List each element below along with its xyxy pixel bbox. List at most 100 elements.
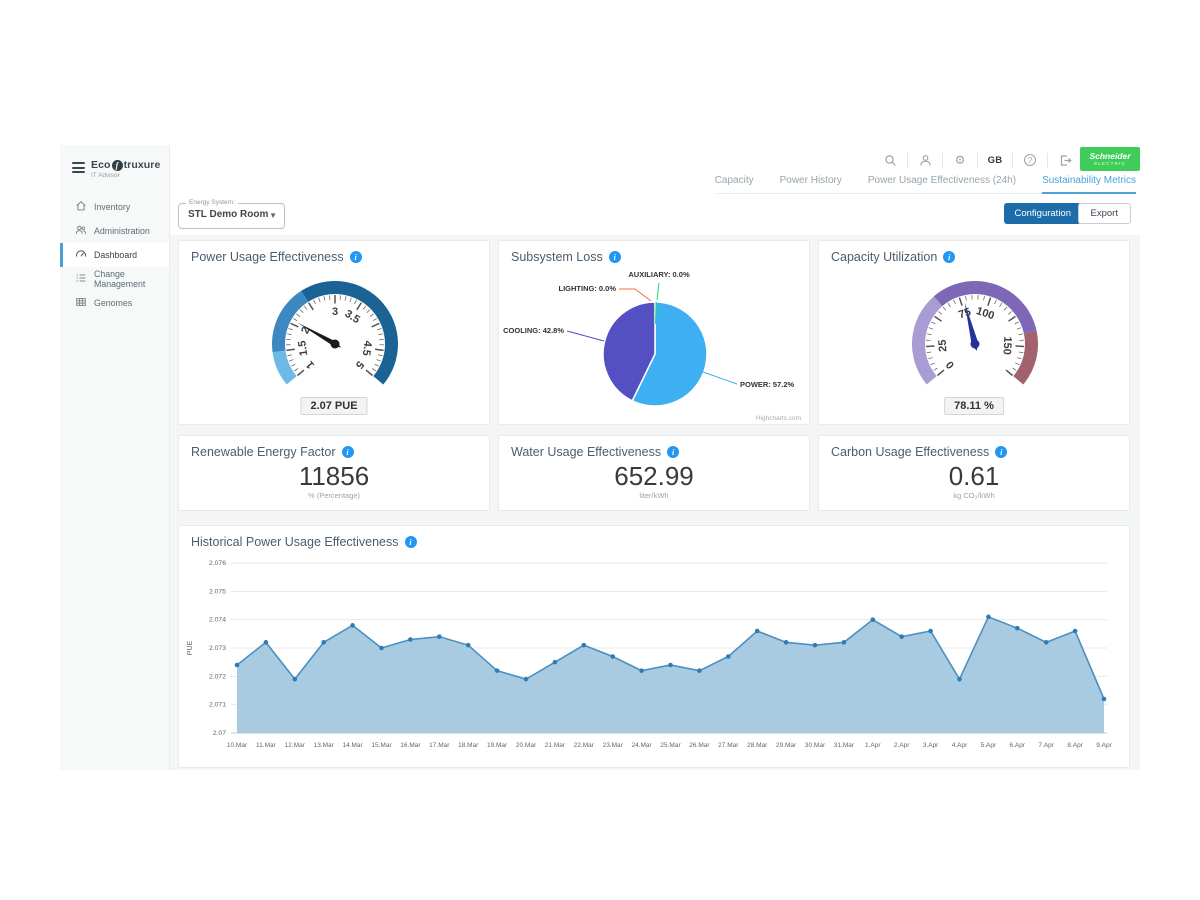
help-icon[interactable]: ? [1019, 151, 1041, 169]
tab-power-history[interactable]: Power History [779, 175, 842, 186]
logout-icon[interactable] [1054, 151, 1076, 169]
svg-text:3.5: 3.5 [343, 308, 362, 326]
configuration-button[interactable]: Configuration [1004, 203, 1081, 224]
carbon-usage-effectiveness-card: Carbon Usage Effectiveness i 0.61 kg CO₂… [818, 435, 1130, 511]
svg-text:LIGHTING: 0.0%: LIGHTING: 0.0% [558, 284, 616, 293]
svg-text:7.Apr: 7.Apr [1038, 742, 1054, 749]
svg-text:0: 0 [944, 358, 957, 370]
svg-text:2.075: 2.075 [209, 588, 226, 595]
svg-text:4.Apr: 4.Apr [952, 742, 968, 749]
water-usage-effectiveness-card: Water Usage Effectiveness i 652.99 liter… [498, 435, 810, 511]
svg-text:26.Mar: 26.Mar [689, 742, 710, 749]
info-icon[interactable]: i [349, 251, 362, 263]
people-icon [75, 224, 87, 238]
export-button[interactable]: Export [1077, 203, 1131, 224]
divider [977, 152, 978, 168]
gear-icon[interactable]: ⚙ [954, 153, 966, 167]
svg-text:24.Mar: 24.Mar [631, 742, 652, 749]
search-icon[interactable] [879, 151, 901, 169]
historical-chart-row: Historical Power Usage Effectiveness i 2… [178, 525, 1130, 768]
info-icon[interactable]: i [667, 446, 680, 458]
svg-text:22.Mar: 22.Mar [574, 742, 595, 749]
svg-text:25.Mar: 25.Mar [660, 742, 681, 749]
pue-gauge-card: Power Usage Effectiveness i 1 1.5 2 3 3.5 4.5… [178, 240, 490, 425]
svg-text:POWER: 57.2%: POWER: 57.2% [740, 380, 795, 389]
divider [1012, 152, 1013, 168]
brand-name: Eco f truxure [91, 159, 161, 171]
main-content: ⚙ GB ? Schneider Electric Capacity Power… [170, 145, 1140, 770]
tab-capacity[interactable]: Capacity [714, 175, 754, 186]
info-icon[interactable]: i [608, 251, 621, 263]
app-window: Eco f truxure IT Advisor Inventory Adminis… [60, 145, 1140, 770]
grid-icon [75, 296, 87, 310]
pue-card-title: Power Usage Effectiveness [191, 250, 344, 264]
info-icon[interactable]: i [404, 536, 417, 548]
home-icon [75, 200, 87, 214]
svg-text:AUXILIARY: 0.0%: AUXILIARY: 0.0% [628, 270, 690, 279]
sidebar-menu: Inventory Administration Dashboard Chang… [60, 195, 169, 315]
svg-text:16.Mar: 16.Mar [400, 742, 421, 749]
sidebar-item-administration[interactable]: Administration [60, 219, 169, 243]
svg-text:10.Mar: 10.Mar [227, 742, 248, 749]
svg-text:12.Mar: 12.Mar [285, 742, 306, 749]
subsystem-loss-pie-chart: POWER: 57.2% COOLING: 42.8% LIGHTING: 0.0%… [499, 266, 809, 423]
svg-text:5.Apr: 5.Apr [981, 742, 997, 749]
wue-unit: liter/kWh [639, 491, 669, 500]
info-icon[interactable]: i [995, 446, 1008, 458]
sidebar-item-inventory[interactable]: Inventory [60, 195, 169, 219]
wue-title: Water Usage Effectiveness [511, 445, 662, 459]
svg-text:6.Apr: 6.Apr [1010, 742, 1026, 749]
svg-text:2.076: 2.076 [209, 560, 226, 567]
svg-text:2.Apr: 2.Apr [894, 742, 910, 749]
svg-text:2.07: 2.07 [213, 730, 226, 737]
energy-system-select[interactable]: Energy System: STL Demo Room ▼ [178, 199, 285, 229]
hamburger-menu-icon[interactable] [72, 162, 85, 173]
dashboard-icon [75, 248, 87, 262]
app-logo: Eco f truxure IT Advisor [60, 145, 169, 179]
pue-gauge-chart: 1 1.5 2 3 3.5 4.5 5 [179, 266, 489, 403]
divider [942, 152, 943, 168]
divider [1047, 152, 1048, 168]
svg-text:PUE: PUE [187, 640, 194, 655]
tab-pue-24h[interactable]: Power Usage Effectiveness (24h) [867, 175, 1017, 186]
svg-text:2.073: 2.073 [209, 645, 226, 652]
svg-text:30.Mar: 30.Mar [805, 742, 826, 749]
info-icon[interactable]: i [943, 251, 956, 263]
svg-text:29.Mar: 29.Mar [776, 742, 797, 749]
svg-text:25: 25 [937, 339, 950, 352]
ref-value: 11856 [298, 461, 370, 491]
locale-selector[interactable]: GB [987, 154, 1003, 166]
svg-text:2.074: 2.074 [209, 617, 226, 624]
capacity-value-chip: 78.11 % [944, 397, 1004, 415]
svg-text:4.5: 4.5 [360, 340, 374, 357]
divider [907, 152, 908, 168]
svg-text:1.5: 1.5 [296, 340, 310, 357]
ref-unit: % (Percentage) [307, 491, 361, 500]
info-icon[interactable]: i [341, 446, 354, 458]
ecostruxure-glyph-icon: f [111, 159, 123, 171]
user-icon[interactable] [914, 151, 936, 169]
energy-system-value: STL Demo Room [188, 209, 269, 220]
dashboard-tabs: Capacity Power History Power Usage Effec… [714, 175, 1136, 194]
capacity-gauge-card: Capacity Utilization i 0 25 75 100 150 78.11… [818, 240, 1130, 425]
svg-text:15.Mar: 15.Mar [371, 742, 392, 749]
svg-text:19.Mar: 19.Mar [487, 742, 508, 749]
cue-unit: kg CO₂/kWh [953, 491, 995, 500]
schneider-electric-logo[interactable]: Schneider Electric [1080, 147, 1140, 171]
capacity-gauge-chart: 0 25 75 100 150 [819, 266, 1129, 403]
sidebar-item-change-management[interactable]: Change Management [60, 267, 169, 291]
svg-text:21.Mar: 21.Mar [545, 742, 566, 749]
svg-text:23.Mar: 23.Mar [603, 742, 624, 749]
svg-text:2.071: 2.071 [209, 702, 226, 709]
capacity-card-title: Capacity Utilization [831, 250, 938, 264]
svg-text:1: 1 [304, 358, 317, 370]
sidebar-item-genomes[interactable]: Genomes [60, 291, 169, 315]
sidebar-item-dashboard[interactable]: Dashboard [60, 243, 169, 267]
highcharts-credit[interactable]: Highcharts.com [755, 415, 801, 422]
historical-pue-title: Historical Power Usage Effectiveness [191, 535, 399, 549]
svg-text:COOLING: 42.8%: COOLING: 42.8% [503, 326, 564, 335]
tab-sustainability-metrics[interactable]: Sustainability Metrics [1042, 175, 1136, 194]
stat-card-row: Renewable Energy Factor i 11856 % (Perce… [178, 435, 1130, 511]
svg-text:17.Mar: 17.Mar [429, 742, 450, 749]
subsystem-loss-card: Subsystem Loss i POWER: 57.2% COOLING: 42… [498, 240, 810, 425]
